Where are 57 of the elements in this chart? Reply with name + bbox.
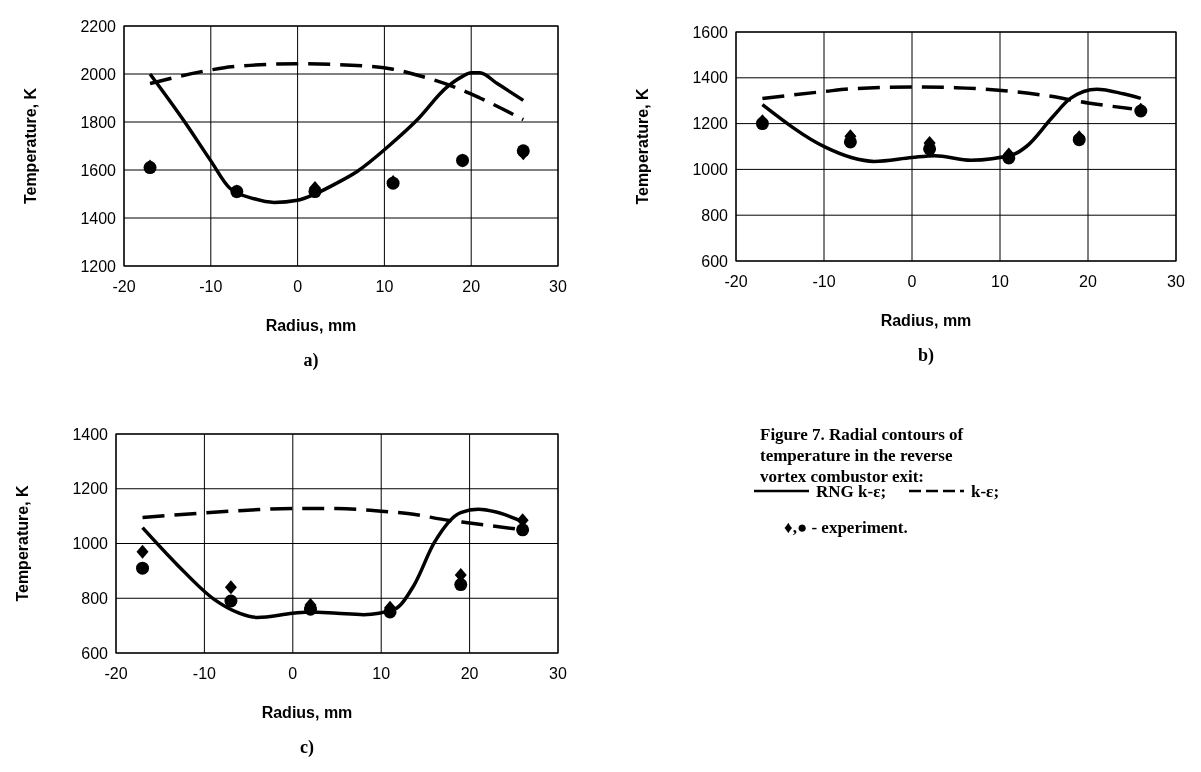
y-tick-label: 1600 — [80, 161, 117, 179]
x-tick-label: 0 — [288, 665, 298, 682]
x-tick-label: -20 — [724, 273, 748, 290]
x-tick-label: -20 — [112, 278, 136, 295]
point — [1002, 151, 1016, 165]
text: ♦,● - experiment. — [784, 518, 908, 537]
y-axis-title: Temperature, K — [14, 484, 31, 602]
text: b) — [917, 345, 935, 366]
x-tick-label: 0 — [293, 278, 303, 295]
x-tick-label: 20 — [1079, 273, 1097, 290]
text: c) — [300, 737, 314, 758]
x-axis-title: Radius, mm — [265, 317, 357, 334]
y-tick-label: 600 — [81, 644, 109, 662]
x-tick-label: -10 — [812, 273, 836, 290]
x-tick-label: 0 — [907, 273, 917, 290]
y-tick-label: 1000 — [72, 535, 109, 553]
x-tick-label: 30 — [1167, 273, 1185, 290]
point — [923, 142, 937, 156]
y-tick-label: 1200 — [80, 257, 117, 275]
y-axis-title: Temperature, K — [22, 87, 39, 205]
y-tick-label: 2200 — [80, 17, 117, 35]
y-tick-label: 2000 — [80, 65, 117, 83]
y-tick-label: 1600 — [692, 23, 729, 41]
text: a) — [303, 350, 319, 371]
legend-label: k-ε; — [971, 482, 1000, 501]
x-tick-label: 20 — [460, 665, 479, 682]
point — [516, 523, 530, 537]
x-tick-label: 30 — [549, 278, 567, 295]
x-tick-label: 10 — [372, 665, 391, 682]
x-tick-label: 10 — [375, 278, 394, 295]
x-tick-label: -10 — [199, 278, 223, 295]
y-tick-label: 800 — [81, 589, 109, 607]
x-tick-label: 20 — [462, 278, 481, 295]
point — [456, 153, 470, 167]
y-tick-label: 1000 — [692, 161, 729, 178]
point — [224, 580, 237, 595]
y-axis-title: Temperature, K — [634, 87, 651, 205]
y-tick-label: 1400 — [80, 209, 117, 227]
point — [136, 544, 149, 559]
y-tick-label: 600 — [701, 252, 729, 270]
y-tick-label: 1200 — [692, 115, 729, 133]
point — [136, 561, 150, 575]
y-tick-label: 800 — [701, 206, 729, 224]
point — [843, 135, 857, 149]
y-tick-label: 1800 — [80, 113, 117, 131]
x-axis-title: Radius, mm — [880, 312, 972, 329]
point — [308, 185, 322, 199]
point — [224, 594, 238, 608]
y-tick-label: 1400 — [692, 69, 729, 87]
point — [454, 578, 468, 592]
x-axis-title: Radius, mm — [261, 704, 353, 721]
x-tick-label: -10 — [192, 665, 217, 682]
y-tick-label: 1400 — [72, 425, 109, 443]
x-tick-label: -20 — [104, 665, 128, 682]
x-tick-label: 10 — [991, 273, 1009, 290]
y-tick-label: 1200 — [72, 480, 109, 498]
x-tick-label: 30 — [549, 665, 567, 682]
